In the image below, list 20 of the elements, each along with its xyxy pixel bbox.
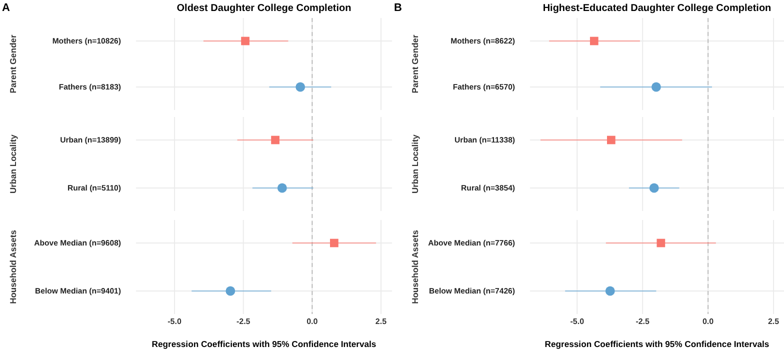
x-tick-label: 2.5 <box>768 317 780 326</box>
text: Parent Gender <box>8 34 18 94</box>
x-tick-label: -2.5 <box>636 317 650 326</box>
x-tick-label: -5.0 <box>570 317 585 326</box>
x-tick-label: 2.5 <box>375 317 388 326</box>
x-tick-label: 0.0 <box>702 317 714 326</box>
text: Household Assets <box>410 230 420 304</box>
text: Household Assets <box>8 230 18 304</box>
chart-title: Oldest Daughter College Completion <box>176 3 352 14</box>
text: A <box>2 2 10 14</box>
x-tick-label: 0.0 <box>306 317 318 326</box>
x-tick-label: -5.0 <box>168 317 182 326</box>
text: Urban Locality <box>8 134 18 194</box>
text: Parent Gender <box>410 34 420 94</box>
x-axis-title: Regression Coefficients with 95% Confidence Intervals <box>544 339 770 349</box>
text: B <box>394 2 402 14</box>
chart-title: Highest-Educated Daughter College Completion <box>542 3 772 14</box>
x-tick-label: -2.5 <box>236 317 251 326</box>
x-axis-title: Regression Coefficients with 95% Confidence Intervals <box>152 339 376 349</box>
text: Urban Locality <box>410 134 420 194</box>
